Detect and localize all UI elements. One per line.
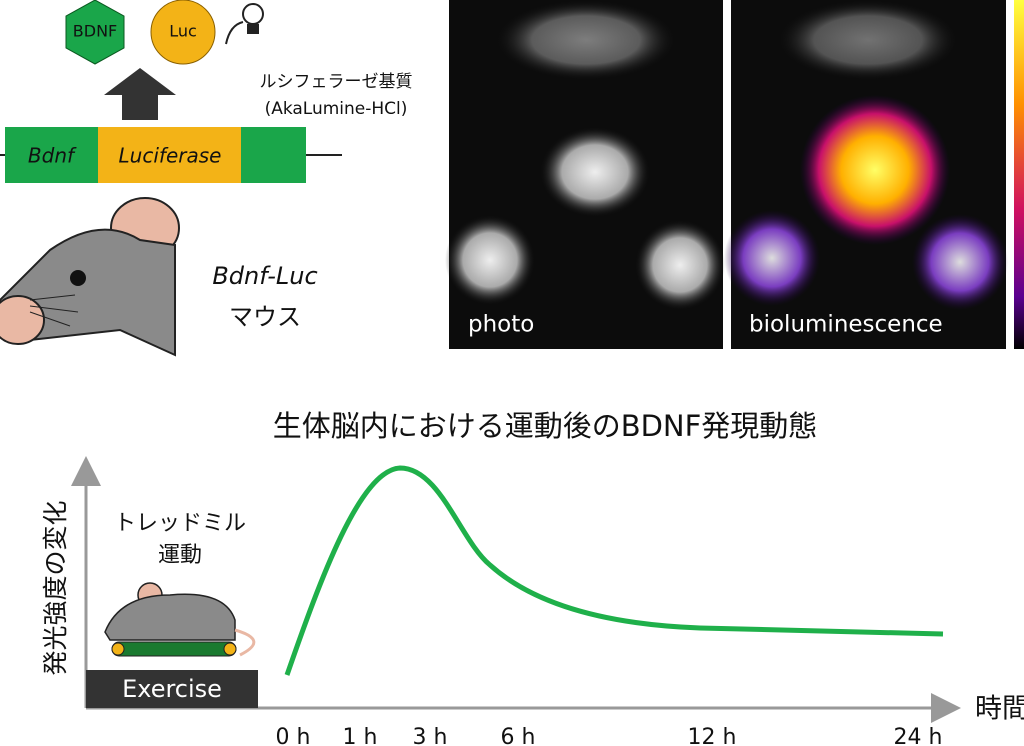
- graph-title: 生体脳内における運動後のBDNF発現動態: [273, 409, 818, 443]
- x-tick-label: 24 h: [894, 725, 943, 746]
- substrate-name: (AkaLumine-HCl): [265, 99, 408, 119]
- x-label: 時間: [975, 694, 1024, 725]
- gene-luc: [98, 127, 241, 183]
- mouse-line: Bdnf-Luc: [212, 262, 317, 290]
- bio-blob: [912, 214, 1008, 310]
- protein-label: BDNF: [73, 22, 117, 41]
- photo-label: photo: [468, 312, 534, 338]
- treadmill: [111, 641, 237, 657]
- photo-blob: [635, 220, 725, 310]
- bulb-base: [247, 24, 259, 34]
- bio-blob: [800, 95, 950, 245]
- expression-curve: [284, 465, 944, 676]
- bio-blob: [778, 0, 958, 80]
- bdnf-hexagon: [65, 0, 125, 65]
- x-tick-label: 3 h: [413, 725, 448, 746]
- x-tick-label: 12 h: [688, 725, 737, 746]
- bulb: [242, 3, 264, 25]
- whiskers: [29, 294, 79, 327]
- mouse-tail: [234, 628, 256, 657]
- gene-utr: [241, 127, 306, 183]
- mouse-eye: [70, 270, 86, 286]
- exercise-caption: 運動: [158, 543, 202, 568]
- up-arrow: [104, 68, 176, 120]
- color-bar: [1014, 0, 1024, 349]
- gene-label: Luciferase: [119, 144, 222, 168]
- gene-bdnf: [5, 127, 98, 183]
- photo-blob: [445, 215, 535, 305]
- roller: [111, 642, 125, 656]
- substrate: ルシフェラーゼ基質: [260, 72, 413, 92]
- photo-blob: [496, 0, 676, 80]
- arrow: [225, 21, 244, 45]
- photo-blob: [540, 127, 650, 217]
- mouse-label: マウス: [229, 303, 301, 331]
- roller: [223, 642, 237, 656]
- luc-circle: [150, 0, 216, 65]
- bio-blob: [724, 210, 820, 306]
- x-tick-label: 6 h: [501, 725, 536, 746]
- y-label: 発光強度の変化: [41, 500, 70, 675]
- mouse-nose: [0, 295, 45, 345]
- x-tick-label: 1 h: [343, 725, 378, 746]
- exercise-label: Exercise: [122, 675, 222, 703]
- exercise-caption: トレッドミル: [114, 511, 246, 536]
- mouse-body: [104, 593, 236, 641]
- protein-label: Luc: [169, 22, 197, 41]
- bio-label: bioluminescence: [749, 312, 943, 338]
- x-tick-label: 0 h: [276, 725, 311, 746]
- gene-label: Bdnf: [28, 144, 77, 168]
- exercise-box: [86, 670, 258, 708]
